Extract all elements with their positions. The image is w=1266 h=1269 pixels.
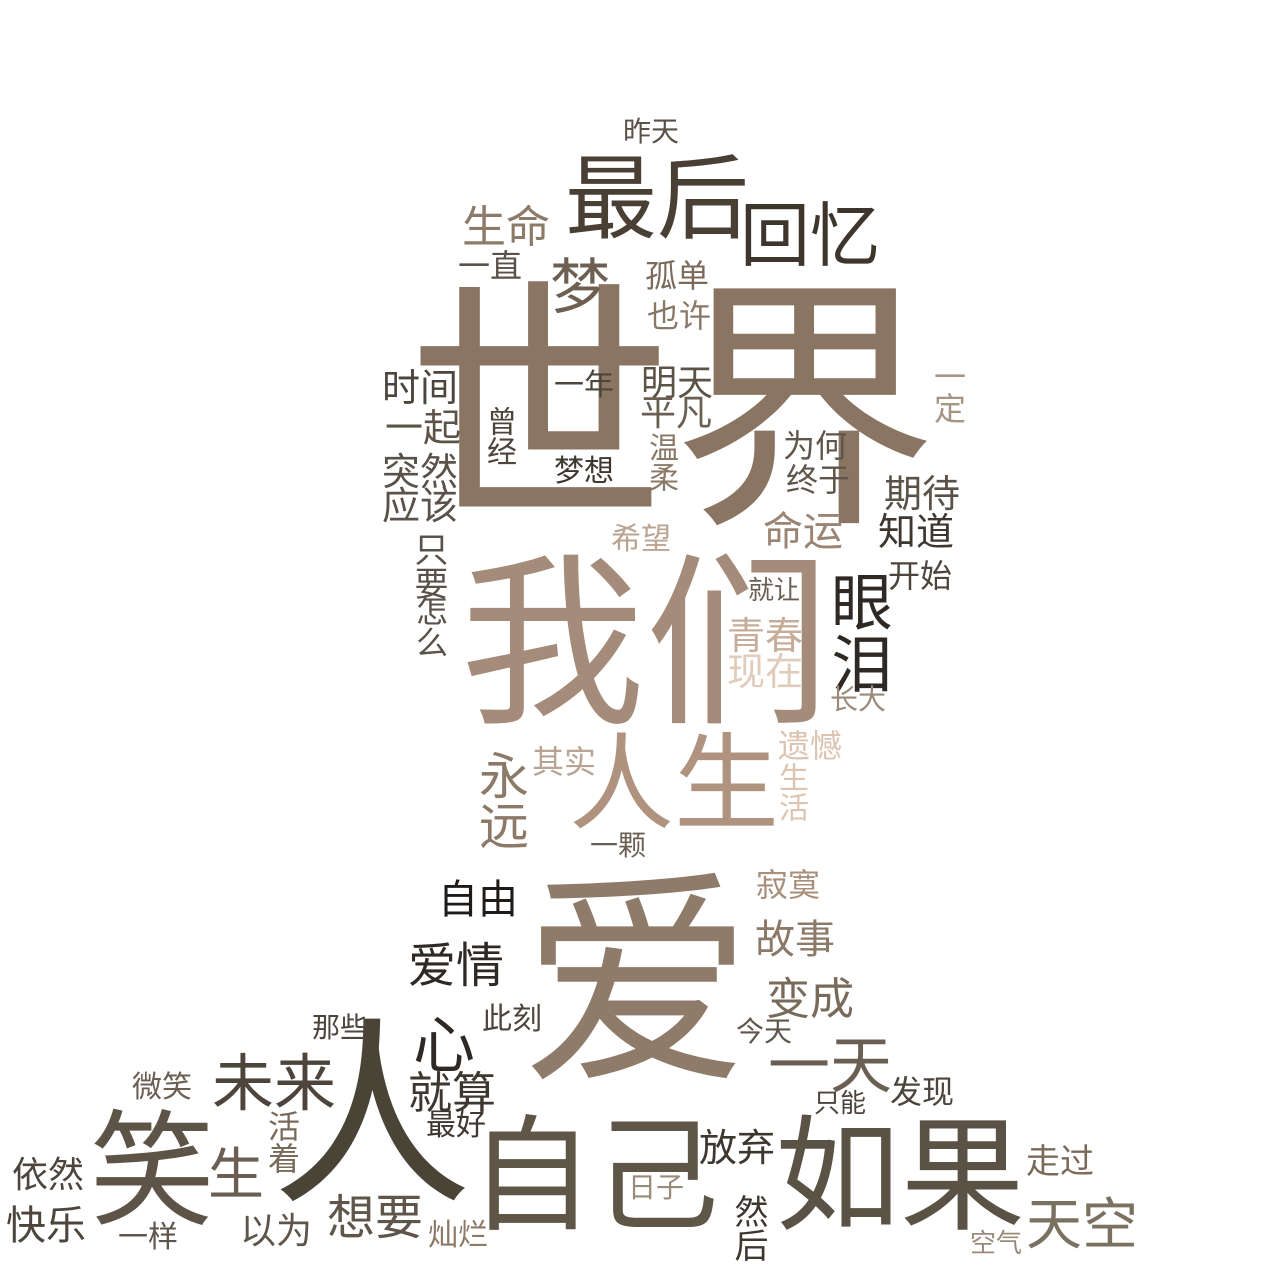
cloud-word: 一天 <box>767 1029 893 1102</box>
cloud-word: 天空 <box>1026 1193 1138 1258</box>
cloud-word: 走过 <box>1026 1142 1094 1182</box>
cloud-word: 那些 <box>311 1011 369 1044</box>
cloud-word: 梦想 <box>554 454 614 489</box>
cloud-word: 昨天 <box>622 115 680 148</box>
cloud-word: 生活 <box>773 762 808 822</box>
cloud-word: 梦 <box>550 253 610 323</box>
cloud-word: 人 <box>271 1001 473 1234</box>
cloud-word: 就让 <box>747 576 801 606</box>
cloud-word: 期待 <box>883 472 961 516</box>
cloud-word: 曾经 <box>481 406 516 466</box>
cloud-word: 为何 <box>782 427 848 465</box>
cloud-word: 一年 <box>554 368 614 403</box>
cloud-word: 遗憾 <box>777 727 843 765</box>
cloud-word: 明天 <box>640 363 714 404</box>
cloud-word: 活着 <box>263 1110 301 1174</box>
cloud-word: 一定 <box>929 360 967 424</box>
cloud-word: 怎么 <box>411 594 449 658</box>
cloud-word: 回忆 <box>740 195 880 277</box>
cloud-word: 现在 <box>726 650 804 694</box>
cloud-word: 日子 <box>627 1171 685 1204</box>
cloud-word: 一起 <box>384 406 462 450</box>
cloud-word: 此刻 <box>482 1002 542 1037</box>
cloud-word: 青春 <box>726 614 804 658</box>
cloud-word: 爱 <box>521 851 753 1118</box>
cloud-word: 只要 <box>408 532 448 600</box>
cloud-word: 放弃 <box>698 1126 776 1170</box>
cloud-word: 突然 <box>381 450 459 494</box>
cloud-word: 生 <box>208 1143 264 1208</box>
cloud-word: 温柔 <box>643 432 678 492</box>
cloud-word: 快乐 <box>6 1203 86 1249</box>
cloud-word: 发现 <box>889 1073 955 1111</box>
cloud-word: 生命 <box>462 202 550 253</box>
cloud-word: 自己 <box>469 1104 719 1250</box>
cloud-word: 我们 <box>460 536 830 753</box>
cloud-word: 爱情 <box>407 938 505 994</box>
cloud-word: 故事 <box>755 917 835 963</box>
cloud-word: 知道 <box>877 510 955 554</box>
cloud-word: 今天 <box>735 1015 793 1048</box>
cloud-word: 空气 <box>969 1229 1023 1259</box>
cloud-word: 平凡 <box>639 393 713 434</box>
cloud-word: 最后 <box>564 146 750 253</box>
cloud-word: 命运 <box>763 509 843 555</box>
cloud-word: 只能 <box>813 1089 867 1119</box>
cloud-word: 永远 <box>471 750 529 850</box>
cloud-word: 想要 <box>326 1190 424 1246</box>
cloud-word: 长大 <box>829 683 887 716</box>
cloud-word: 其实 <box>531 743 597 781</box>
cloud-word: 以为 <box>239 1211 313 1252</box>
cloud-word: 心 <box>412 1009 476 1082</box>
cloud-word: 眼泪 <box>820 570 893 694</box>
cloud-word: 终于 <box>785 461 851 499</box>
cloud-word: 世界 <box>407 257 937 566</box>
cloud-word: 开始 <box>887 557 953 595</box>
cloud-word: 寂寞 <box>755 866 821 904</box>
cloud-word: 一颗 <box>589 829 647 862</box>
cloud-word: 变成 <box>766 974 854 1025</box>
cloud-word: 也许 <box>646 297 712 335</box>
cloud-word: 然后 <box>728 1194 768 1262</box>
cloud-word: 自由 <box>438 877 518 923</box>
cloud-word: 时间 <box>381 366 459 410</box>
cloud-word: 一直 <box>457 247 523 285</box>
cloud-word: 依然 <box>11 1155 85 1196</box>
cloud-word: 人生 <box>568 723 780 846</box>
cloud-word: 灿烂 <box>428 1218 488 1253</box>
cloud-word: 微笑 <box>132 1070 192 1105</box>
cloud-word: 最好 <box>426 1108 486 1143</box>
cloud-word: 未来 <box>211 1047 337 1120</box>
cloud-word: 一样 <box>118 1220 178 1255</box>
cloud-word: 希望 <box>611 522 671 557</box>
cloud-word: 如果 <box>775 1104 1025 1250</box>
cloud-word: 笑 <box>89 1099 215 1245</box>
cloud-word: 应该 <box>381 484 459 528</box>
cloud-word: 就算 <box>408 1068 496 1119</box>
cloud-word: 孤单 <box>644 257 710 295</box>
